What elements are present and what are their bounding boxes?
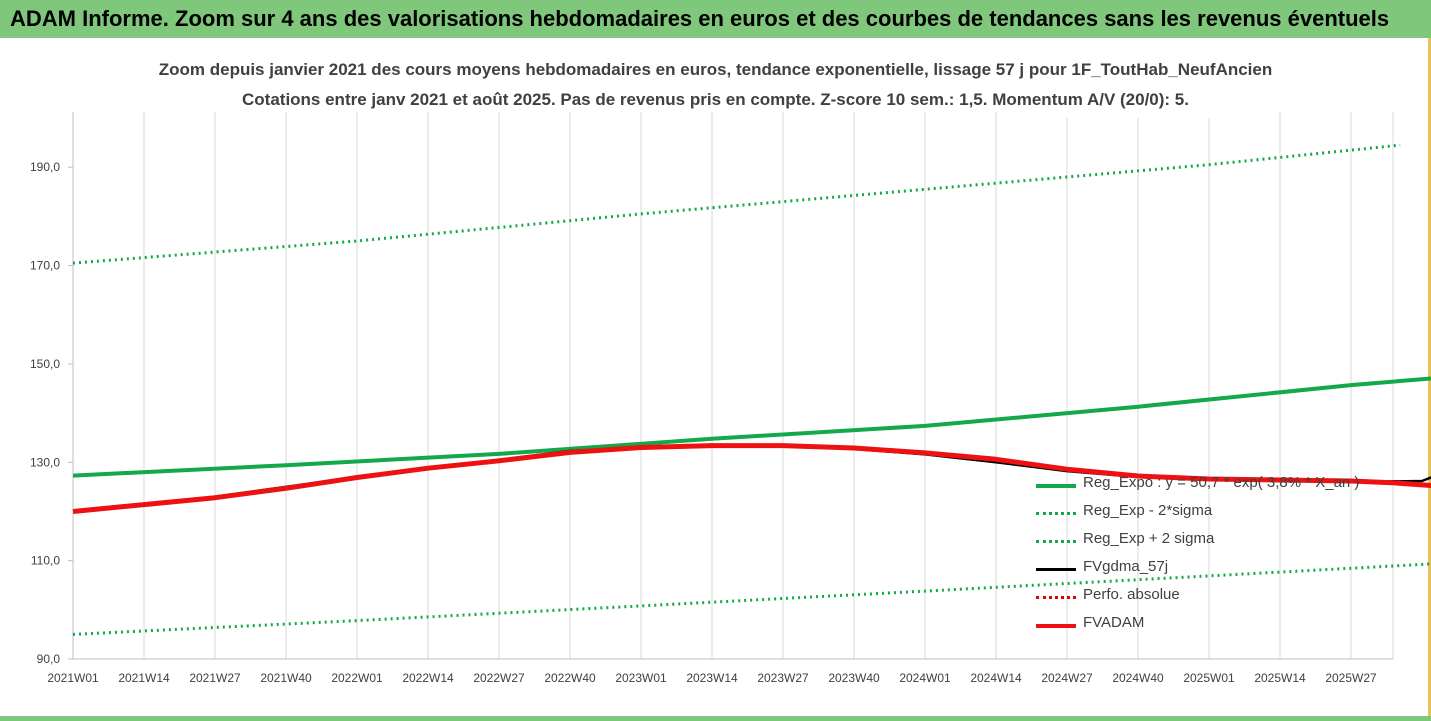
legend-label: FVADAM: [1083, 614, 1145, 631]
legend-swatch: [1036, 624, 1076, 628]
x-tick-label: 2022W27: [473, 671, 525, 685]
legend-item: Reg_Exp + 2 sigma: [1036, 528, 1396, 556]
title-mask: [1060, 72, 1240, 118]
x-tick-label: 2021W27: [189, 671, 241, 685]
x-tick-label: 2024W40: [1112, 671, 1164, 685]
y-tick-label: 150,0: [30, 357, 60, 371]
x-tick-label: 2024W27: [1041, 671, 1093, 685]
chart-legend: Reg_Expo : y = 50,7 * exp( 3,8% * X_an )…: [1036, 472, 1396, 640]
plot-area: [73, 112, 1393, 659]
x-tick-label: 2024W14: [970, 671, 1022, 685]
legend-swatch: [1036, 596, 1076, 599]
x-tick-label: 2021W14: [118, 671, 170, 685]
x-tick-label: 2023W40: [828, 671, 880, 685]
series-line-0: [72, 376, 1431, 478]
legend-swatch: [1036, 540, 1076, 543]
legend-item: Reg_Expo : y = 50,7 * exp( 3,8% * X_an ): [1036, 472, 1396, 500]
x-tick-label: 2025W27: [1325, 671, 1377, 685]
x-tick-label: 2022W14: [402, 671, 454, 685]
legend-item: Reg_Exp - 2*sigma: [1036, 500, 1396, 528]
x-tick-label: 2022W40: [544, 671, 596, 685]
legend-label: Reg_Exp + 2 sigma: [1083, 530, 1215, 547]
x-tick-label: 2021W01: [47, 671, 99, 685]
x-tick-label: 2023W14: [686, 671, 738, 685]
legend-swatch: [1036, 568, 1076, 571]
banner-title: ADAM Informe. Zoom sur 4 ans des valoris…: [0, 0, 1431, 38]
legend-label: Reg_Expo : y = 50,7 * exp( 3,8% * X_an ): [1083, 474, 1360, 491]
chart-title-line1: Zoom depuis janvier 2021 des cours moyen…: [158, 60, 1273, 79]
x-tick-label: 2025W01: [1183, 671, 1235, 685]
series-line-5: [72, 443, 1431, 514]
y-tick-label: 190,0: [30, 160, 60, 174]
legend-label: FVgdma_57j: [1083, 558, 1169, 575]
x-tick-label: 2024W01: [899, 671, 951, 685]
legend-item: FVgdma_57j: [1036, 556, 1396, 584]
y-tick-label: 90,0: [37, 652, 61, 666]
legend-label: Perfo. absolue: [1083, 586, 1180, 603]
y-tick-label: 170,0: [30, 259, 60, 273]
x-tick-label: 2021W40: [260, 671, 312, 685]
legend-swatch: [1036, 484, 1076, 488]
y-tick-label: 130,0: [30, 455, 60, 469]
x-tick-label: 2022W01: [331, 671, 383, 685]
legend-label: Reg_Exp - 2*sigma: [1083, 502, 1213, 519]
legend-item: FVADAM: [1036, 612, 1396, 640]
x-tick-label: 2023W27: [757, 671, 809, 685]
y-tick-label: 110,0: [31, 554, 60, 568]
legend-item: Perfo. absolue: [1036, 584, 1396, 612]
x-tick-label: 2025W14: [1254, 671, 1306, 685]
series-line-2: [72, 562, 1431, 636]
legend-swatch: [1036, 512, 1076, 515]
frame-bottom-border: [0, 716, 1431, 721]
chart-title-line2: Cotations entre janv 2021 et août 2025. …: [242, 90, 1189, 109]
x-tick-label: 2023W01: [615, 671, 667, 685]
